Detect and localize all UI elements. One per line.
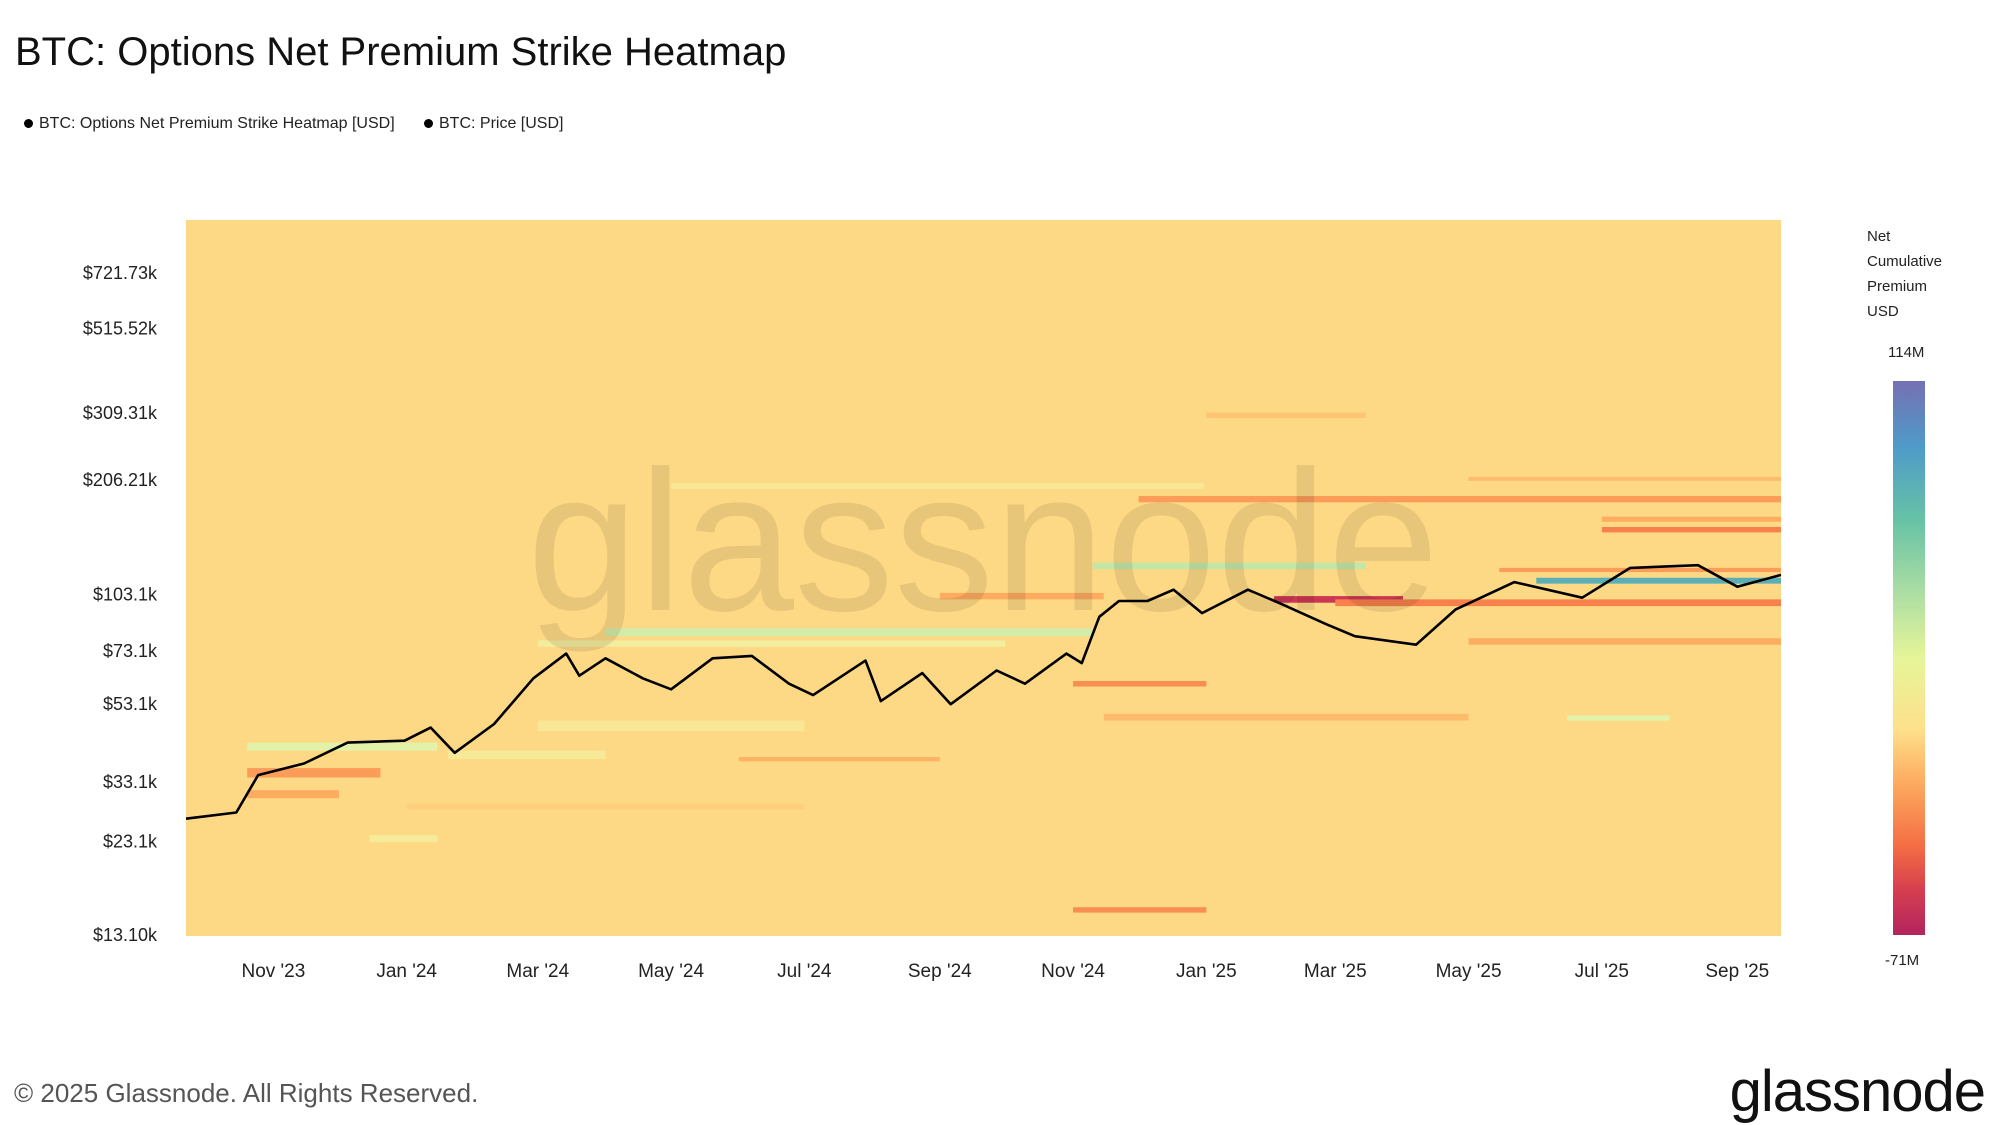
x-tick-label: May '24 bbox=[638, 961, 704, 982]
legend-dot-icon bbox=[424, 119, 433, 128]
heatmap-cell bbox=[369, 835, 438, 843]
x-tick-label: Mar '24 bbox=[506, 961, 569, 982]
heatmap-cell bbox=[247, 768, 381, 778]
heatmap-cell bbox=[1601, 527, 1781, 533]
heatmap-cell bbox=[537, 720, 805, 732]
y-tick-label: $721.73k bbox=[83, 263, 158, 283]
y-tick-label: $23.1k bbox=[103, 831, 158, 851]
legend-item-heatmap[interactable]: BTC: Options Net Premium Strike Heatmap … bbox=[24, 115, 395, 133]
heatmap-cell bbox=[671, 483, 1205, 490]
y-tick-label: $515.52k bbox=[83, 319, 158, 339]
y-tick-label: $103.1k bbox=[93, 584, 158, 604]
heatmap-cell bbox=[1601, 516, 1781, 522]
heatmap-cell bbox=[1566, 715, 1670, 721]
price-line bbox=[185, 563, 1782, 820]
legend-dot-icon bbox=[24, 119, 33, 128]
y-tick-label: $309.31k bbox=[83, 403, 158, 423]
x-tick-label: Jul '24 bbox=[777, 961, 832, 982]
colorbar-title-line: Cumulative bbox=[1867, 253, 1943, 270]
colorbar-min-label: -71M bbox=[1885, 952, 1920, 969]
y-tick-label: $73.1k bbox=[103, 641, 158, 661]
colorbar-max-label: 114M bbox=[1888, 344, 1925, 361]
heatmap-cell bbox=[1536, 577, 1781, 584]
y-tick-label: $53.1k bbox=[103, 694, 158, 714]
heatmap-cell bbox=[1468, 476, 1781, 481]
x-tick-label: Sep '24 bbox=[908, 961, 972, 982]
heatmap-cell bbox=[1073, 680, 1207, 687]
heatmap-cell bbox=[406, 803, 805, 810]
colorbar-title-line: Premium bbox=[1867, 278, 1928, 295]
colorbar-title: Net Cumulative Premium USD bbox=[1867, 224, 1967, 324]
heatmap-cell bbox=[738, 756, 940, 762]
heatmap-cell bbox=[537, 640, 1006, 647]
legend-item-price[interactable]: BTC: Price [USD] bbox=[424, 115, 563, 133]
heatmap-cell bbox=[448, 750, 606, 760]
heatmap-cell bbox=[1092, 562, 1366, 570]
colorbar-title-line: Net bbox=[1867, 228, 1891, 245]
heatmap-cell bbox=[1468, 638, 1781, 645]
x-tick-label: Jan '25 bbox=[1176, 961, 1237, 982]
glassnode-logo: glassnode bbox=[1729, 1059, 1986, 1124]
y-tick-label: $33.1k bbox=[103, 772, 158, 792]
x-tick-label: Nov '24 bbox=[1041, 961, 1105, 982]
x-tick-label: Mar '25 bbox=[1304, 961, 1367, 982]
heatmap-cell bbox=[1138, 496, 1781, 503]
heatmap-cell bbox=[247, 790, 339, 799]
x-tick-label: Jan '24 bbox=[376, 961, 437, 982]
colorbar-title-line: USD bbox=[1867, 303, 1899, 320]
x-tick-label: Jul '25 bbox=[1575, 961, 1629, 982]
x-tick-label: Nov '23 bbox=[241, 961, 305, 982]
heatmap-cell bbox=[1103, 713, 1469, 721]
heatmap-background bbox=[186, 220, 1781, 936]
heatmap-cell bbox=[1073, 907, 1207, 913]
y-tick-label: $206.21k bbox=[83, 470, 158, 490]
legend-label: BTC: Options Net Premium Strike Heatmap … bbox=[39, 115, 395, 132]
x-tick-label: May '25 bbox=[1436, 961, 1502, 982]
heatmap-cell bbox=[1206, 412, 1366, 418]
y-tick-label: $13.10k bbox=[93, 925, 158, 945]
colorbar bbox=[1893, 381, 1925, 935]
copyright-footer: © 2025 Glassnode. All Rights Reserved. bbox=[14, 1078, 479, 1108]
heatmap-cell bbox=[1335, 599, 1781, 607]
watermark: glassnode bbox=[527, 430, 1439, 653]
heatmap-cell bbox=[605, 628, 1093, 637]
heatmap-cell bbox=[939, 592, 1104, 600]
legend-label: BTC: Price [USD] bbox=[439, 115, 564, 132]
x-tick-label: Sep '25 bbox=[1705, 961, 1769, 982]
heatmap-cell bbox=[1499, 567, 1781, 573]
chart-title: BTC: Options Net Premium Strike Heatmap bbox=[15, 30, 787, 74]
